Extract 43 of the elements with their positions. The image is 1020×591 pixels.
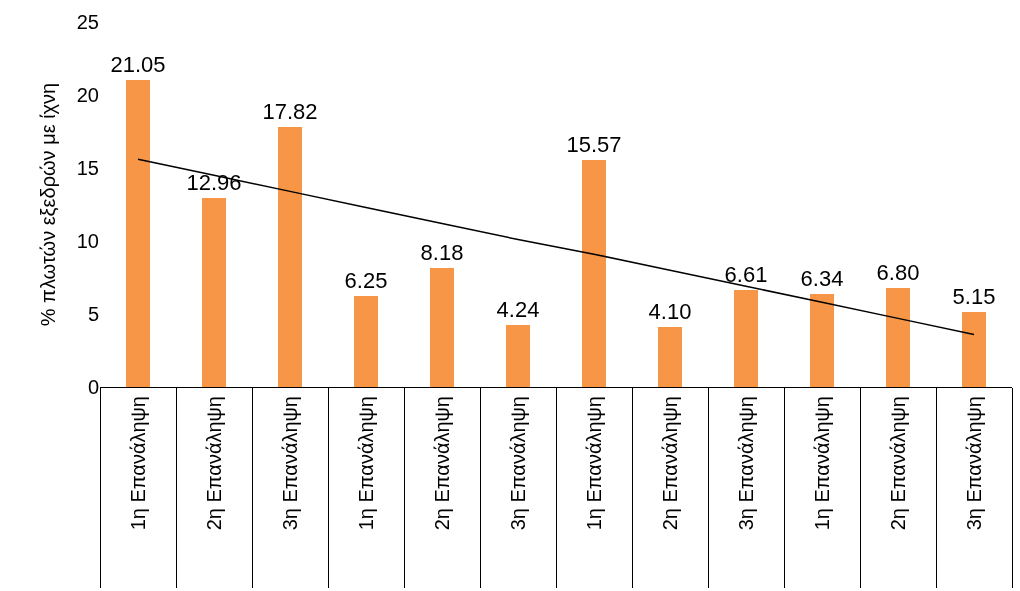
bar <box>734 290 758 387</box>
y-tick-label: 25 <box>76 11 99 33</box>
data-label: 4.24 <box>496 297 540 322</box>
data-label: 6.61 <box>724 262 768 287</box>
bar <box>810 294 834 387</box>
y-tick-label: 15 <box>76 157 99 179</box>
data-label: 4.10 <box>648 299 692 324</box>
y-tick-label: 5 <box>87 303 99 325</box>
x-tick-label: 1η Επανάληψη <box>810 396 833 531</box>
x-tick-label: 3η Επανάληψη <box>506 396 529 531</box>
x-tick-label: 3η Επανάληψη <box>734 396 757 531</box>
bar <box>202 198 226 387</box>
data-label: 6.80 <box>876 260 920 285</box>
y-tick-label: 0 <box>87 376 99 398</box>
bar <box>506 325 530 387</box>
bar <box>278 127 302 387</box>
x-tick-label: 3η Επανάληψη <box>962 396 985 531</box>
bar <box>962 312 986 387</box>
data-label: 15.57 <box>566 132 622 157</box>
bar <box>354 296 378 387</box>
x-tick-label: 1η Επανάληψη <box>354 396 377 531</box>
bar <box>430 268 454 387</box>
x-tick-label: 2η Επανάληψη <box>202 396 225 531</box>
x-tick-label: 1η Επανάληψη <box>126 396 149 531</box>
bar <box>658 327 682 387</box>
bar <box>126 80 150 387</box>
x-tick-label: 2η Επανάληψη <box>886 396 909 531</box>
data-label: 8.18 <box>420 240 464 265</box>
x-tick-label: 3η Επανάληψη <box>278 396 301 531</box>
data-label: 6.25 <box>344 268 388 293</box>
x-tick-label: 2η Επανάληψη <box>658 396 681 531</box>
data-label: 21.05 <box>110 52 166 77</box>
data-label: 5.15 <box>952 284 996 309</box>
data-label: 17.82 <box>262 99 318 124</box>
data-label: 6.34 <box>800 266 844 291</box>
y-axis-title: % πλωτών εξεδρών με ίχνη <box>37 82 60 327</box>
x-tick-label: 1η Επανάληψη <box>582 396 605 531</box>
data-label: 12.96 <box>186 170 242 195</box>
y-tick-label: 20 <box>76 84 99 106</box>
bar <box>582 160 606 387</box>
x-tick-label: 2η Επανάληψη <box>430 396 453 531</box>
y-tick-label: 10 <box>76 230 99 252</box>
bar <box>886 288 910 387</box>
